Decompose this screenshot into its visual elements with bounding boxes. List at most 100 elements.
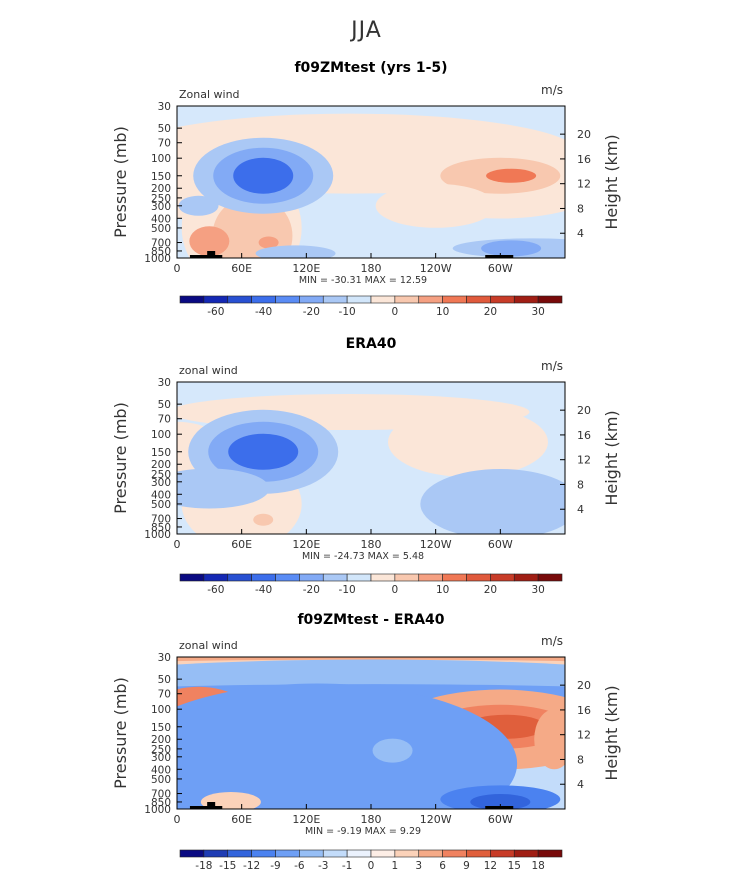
x-tick-label: 60E: [231, 813, 252, 826]
topography: [207, 251, 216, 256]
colorbar-bin: [251, 573, 276, 582]
contour-region: [372, 738, 413, 763]
colorbar-tick-label: 1: [392, 860, 399, 872]
contour-field: [177, 106, 565, 258]
y-tick-label: 70: [158, 689, 171, 701]
colorbar-tick-label: 0: [392, 306, 399, 318]
colorbar-bin: [466, 849, 491, 858]
topography: [485, 806, 514, 809]
colorbar-bin: [227, 295, 252, 304]
height-tick-label: 20: [577, 404, 591, 417]
contour-region: [255, 245, 336, 258]
y-tick-label: 400: [151, 764, 171, 776]
x-tick-label: 0: [174, 813, 181, 826]
colorbar-tick-label: -1: [342, 860, 352, 872]
colorbar-bin: [346, 573, 372, 582]
units-label: m/s: [541, 359, 563, 373]
panel-title: ERA40: [346, 336, 397, 352]
colorbar-bin: [394, 573, 420, 582]
y-tick-label: 700: [151, 514, 171, 526]
colorbar-tick-label: 20: [484, 584, 497, 596]
y-tick-label: 50: [158, 674, 171, 686]
min-max-label: MIN = -9.19 MAX = 9.29: [305, 826, 421, 837]
y-tick-label: 700: [151, 789, 171, 801]
contour-region: [200, 791, 261, 809]
x-tick-label: 180: [361, 262, 382, 275]
colorbar-tick-label: 30: [531, 584, 544, 596]
colorbar-tick-label: 9: [463, 860, 470, 872]
colorbar-tick-label: 3: [415, 860, 422, 872]
y-tick-label: 150: [151, 722, 171, 734]
colorbar-bin: [442, 849, 467, 858]
colorbar-bin: [513, 849, 539, 858]
y-tick-label: 850: [151, 246, 171, 258]
y-tick-label: 200: [151, 183, 171, 195]
colorbar-bin: [203, 295, 229, 304]
x-tick-label: 180: [361, 538, 382, 551]
colorbar-bin: [203, 849, 229, 858]
x-tick-label: 60E: [231, 538, 252, 551]
colorbar-tick-label: 10: [436, 584, 449, 596]
y-tick-label: 300: [151, 752, 171, 764]
colorbar-tick-label: -10: [339, 584, 356, 596]
colorbar-bin: [251, 849, 276, 858]
x-tick-label: 0: [174, 538, 181, 551]
topography: [189, 255, 223, 258]
colorbar-bin: [537, 849, 563, 858]
colorbar-bin: [442, 295, 467, 304]
y-tick-label: 700: [151, 238, 171, 250]
colorbar-bin: [394, 849, 420, 858]
colorbar-tick-label: -18: [195, 860, 212, 872]
units-label: m/s: [541, 83, 563, 97]
colorbar-tick-label: 12: [484, 860, 497, 872]
colorbar-tick-label: 10: [436, 306, 449, 318]
y-tick-label: 400: [151, 213, 171, 225]
y-tick-label: 70: [158, 414, 171, 426]
topography: [207, 802, 216, 807]
height-tick-label: 16: [577, 429, 591, 442]
colorbar-bin: [251, 295, 276, 304]
height-tick-label: 12: [577, 729, 591, 742]
y-axis-label: Pressure (mb): [111, 677, 130, 789]
variable-label: Zonal wind: [179, 88, 240, 101]
x-tick-label: 120E: [292, 538, 320, 551]
colorbar-bin: [537, 573, 563, 582]
y-tick-label: 100: [151, 153, 171, 165]
x-tick-label: 120E: [292, 262, 320, 275]
colorbar-tick-label: -6: [294, 860, 305, 872]
min-max-label: MIN = -30.31 MAX = 12.59: [299, 275, 427, 286]
y-tick-label: 200: [151, 734, 171, 746]
x-tick-label: 180: [361, 813, 382, 826]
height-tick-label: 20: [577, 128, 591, 141]
colorbar-bin: [275, 295, 300, 304]
y-tick-label: 1000: [144, 804, 171, 816]
x-tick-label: 60W: [488, 262, 513, 275]
colorbar-bin: [179, 295, 205, 304]
x-tick-label: 120W: [420, 538, 452, 551]
y-tick-label: 500: [151, 223, 171, 235]
y-tick-label: 500: [151, 774, 171, 786]
contour-region: [481, 240, 542, 257]
contour-region: [189, 226, 230, 257]
y-tick-label: 70: [158, 138, 171, 150]
height-tick-label: 20: [577, 679, 591, 692]
colorbar-bin: [370, 849, 396, 858]
colorbar-bin: [394, 295, 420, 304]
y-tick-label: 250: [151, 744, 171, 756]
panel-1: f09ZMtest (yrs 1-5) Zonal wind m/s 30 50 70 10…: [111, 60, 621, 318]
colorbar-tick-label: -40: [255, 584, 272, 596]
height-tick-label: 16: [577, 153, 591, 166]
colorbar-tick-label: 0: [368, 860, 375, 872]
colorbar-bin: [370, 295, 396, 304]
y2-axis-label: Height (km): [602, 410, 621, 505]
colorbar-bin: [418, 295, 443, 304]
figure-title: JJA: [351, 18, 382, 43]
colorbar-bin: [346, 849, 372, 858]
y-tick-label: 200: [151, 459, 171, 471]
colorbar-bin: [322, 573, 348, 582]
colorbar-bin: [442, 573, 467, 582]
x-tick-label: 60W: [488, 813, 513, 826]
y2-axis-label: Height (km): [602, 134, 621, 229]
